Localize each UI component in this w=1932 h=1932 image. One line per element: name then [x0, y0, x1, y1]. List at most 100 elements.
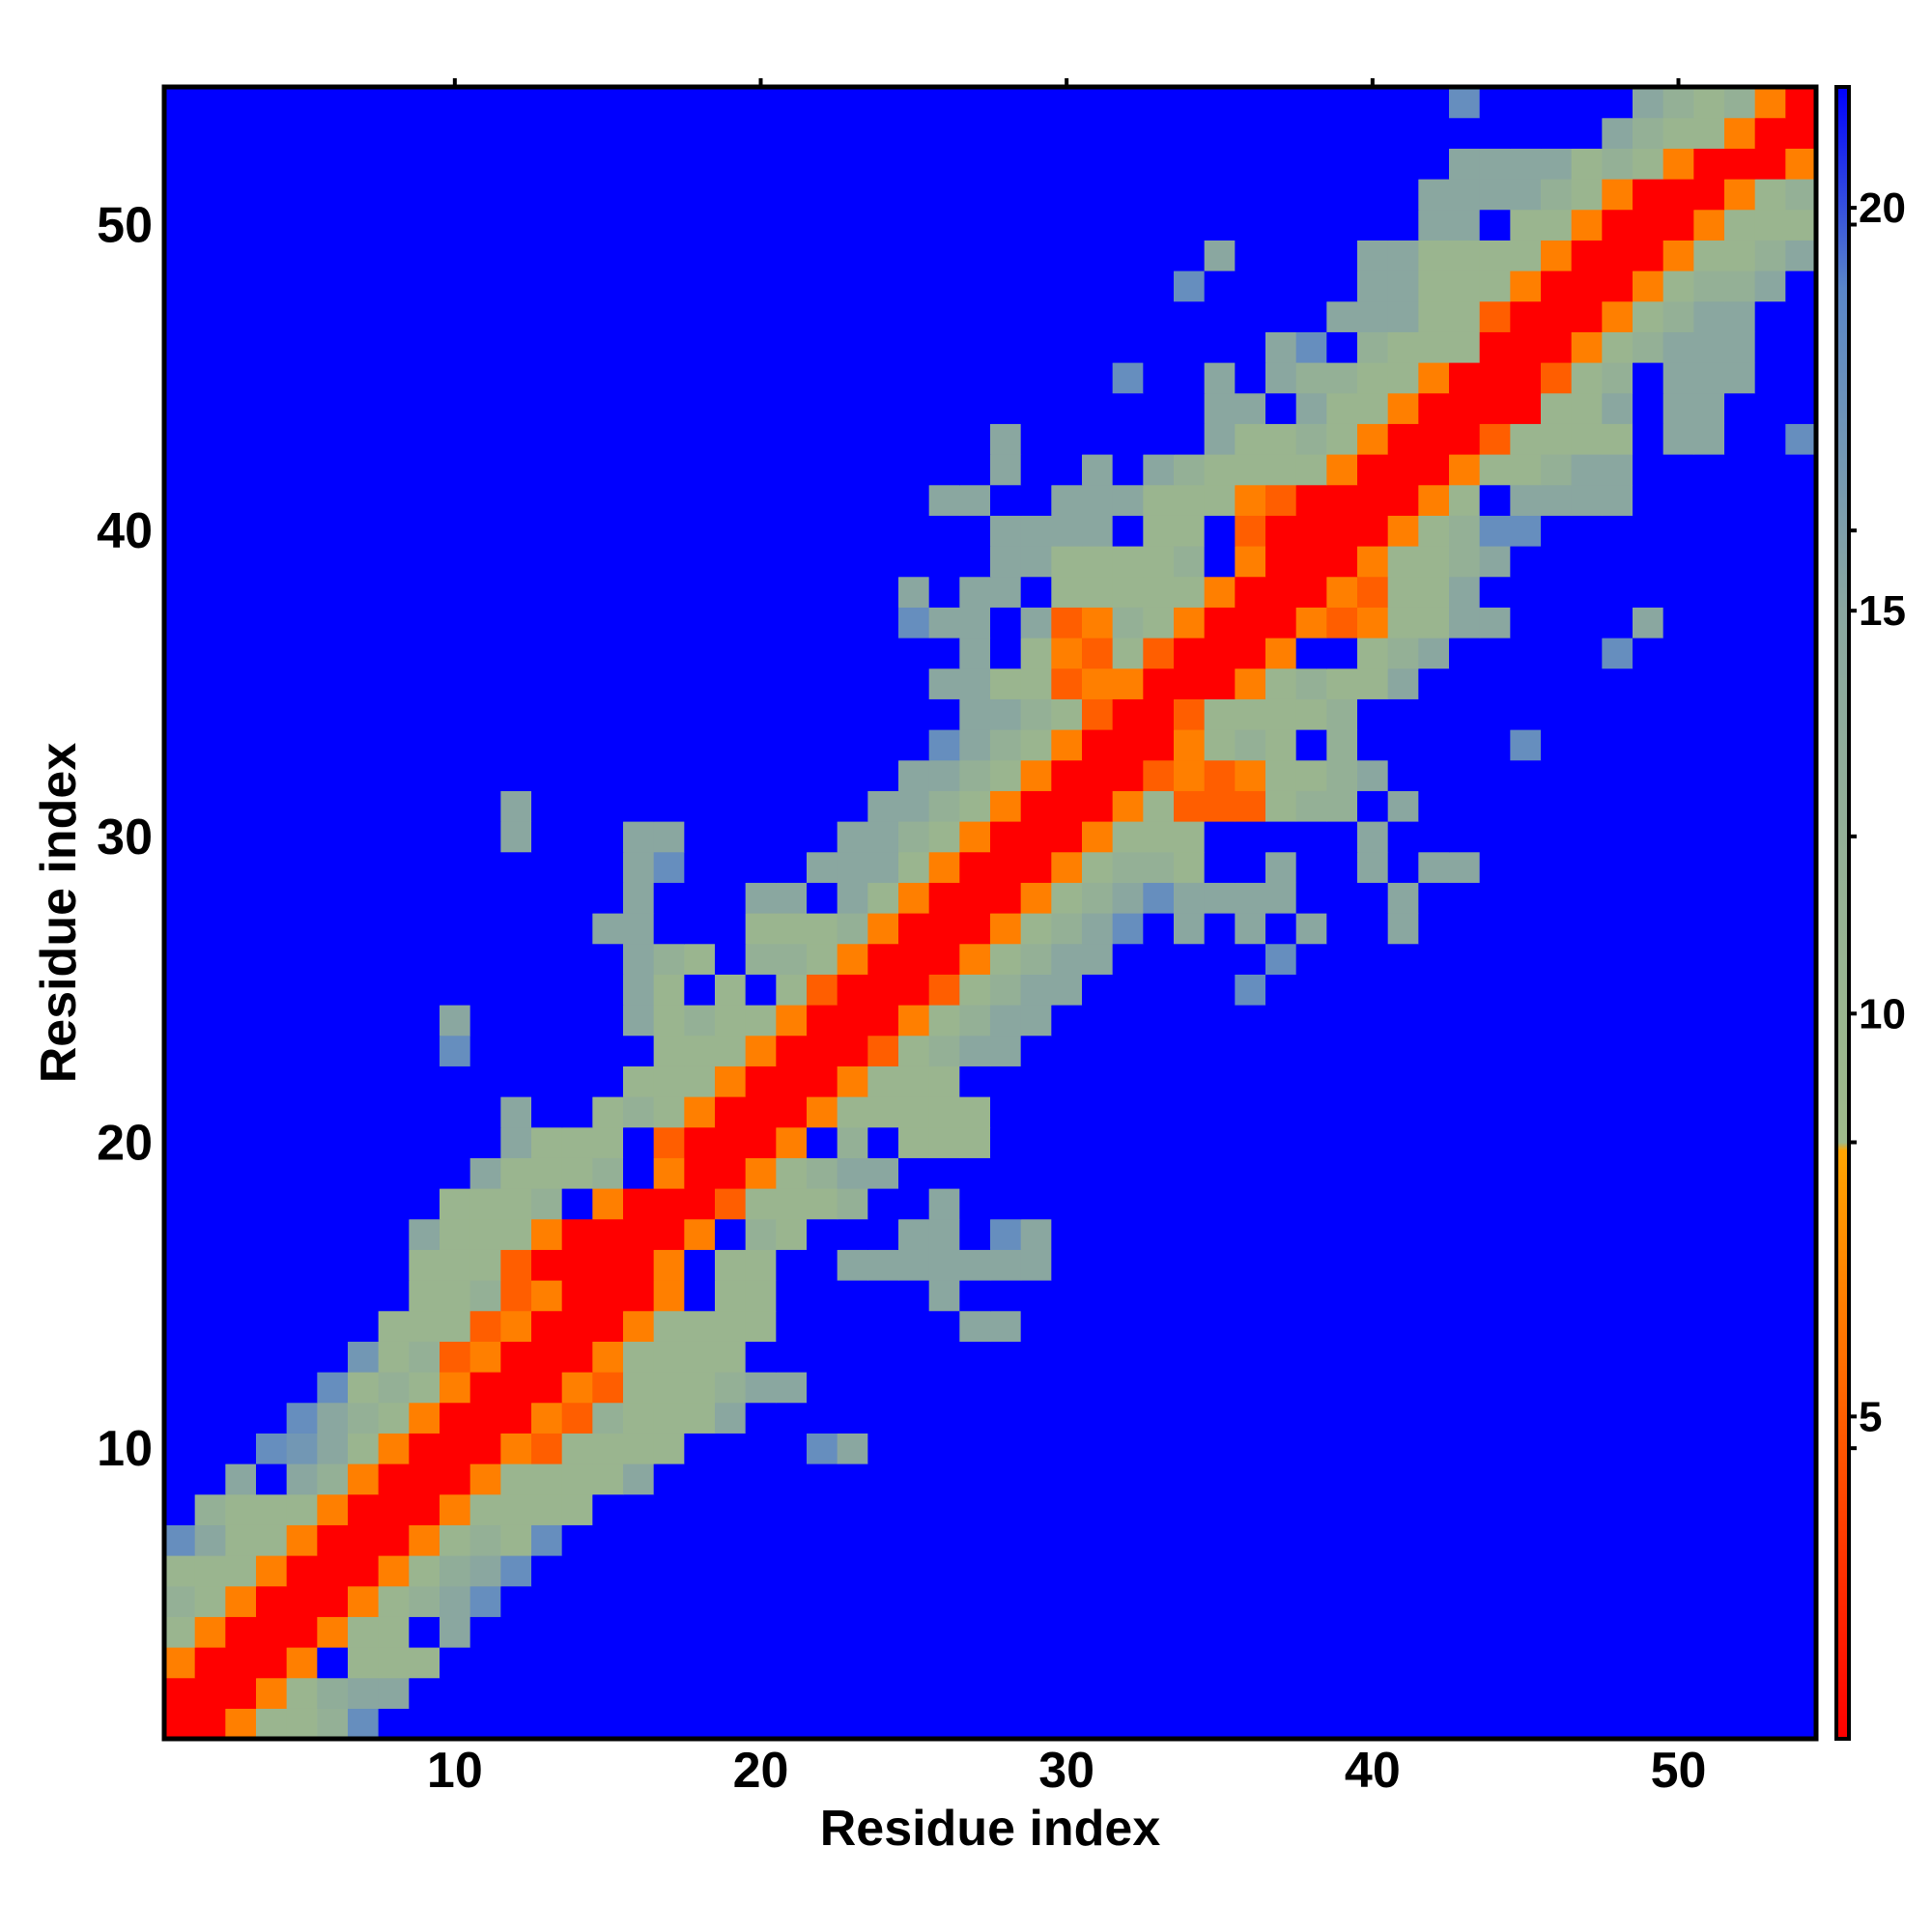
heatmap-cell [317, 1035, 349, 1066]
heatmap-cell [1326, 851, 1358, 883]
heatmap-cell [1020, 698, 1052, 730]
heatmap-cell [286, 1372, 318, 1404]
heatmap-cell [1418, 87, 1450, 119]
heatmap-cell [1479, 1005, 1511, 1037]
heatmap-cell [1357, 607, 1389, 639]
heatmap-cell [317, 1493, 349, 1525]
heatmap-cell [409, 1005, 440, 1037]
heatmap-cell [1174, 729, 1206, 761]
heatmap-cell [1082, 300, 1114, 332]
heatmap-cell [256, 1280, 288, 1312]
heatmap-cell [286, 546, 318, 578]
heatmap-cell [409, 179, 440, 211]
heatmap-cell [1510, 851, 1542, 883]
heatmap-cell [684, 1493, 716, 1525]
heatmap-cell [164, 1616, 196, 1648]
heatmap-cell [1633, 576, 1664, 608]
heatmap-cell [928, 638, 960, 669]
heatmap-cell [469, 638, 501, 669]
heatmap-cell [378, 821, 410, 853]
heatmap-cell [1479, 1463, 1511, 1495]
heatmap-cell [1020, 607, 1052, 639]
heatmap-cell [1265, 1616, 1297, 1648]
heatmap-cell [1602, 1065, 1634, 1097]
heatmap-cell [194, 209, 226, 241]
heatmap-cell [1418, 1065, 1450, 1097]
heatmap-cell [194, 1402, 226, 1434]
heatmap-cell [867, 1096, 899, 1128]
heatmap-cell [1112, 1035, 1144, 1066]
heatmap-cell [1082, 1035, 1114, 1066]
heatmap-cell [1754, 1647, 1786, 1679]
heatmap-cell [440, 331, 471, 363]
heatmap-cell [317, 1096, 349, 1128]
heatmap-cell [1571, 484, 1603, 516]
heatmap-cell [469, 668, 501, 699]
heatmap-cell [1265, 1372, 1297, 1404]
heatmap-cell [1633, 1677, 1664, 1709]
heatmap-cell [409, 1126, 440, 1158]
heatmap-cell [807, 270, 838, 302]
heatmap-cell [1051, 1372, 1083, 1404]
heatmap-cell [1387, 1126, 1419, 1158]
heatmap-cell [1265, 270, 1297, 302]
heatmap-cell [531, 454, 563, 486]
heatmap-cell [500, 546, 532, 578]
heatmap-cell [1235, 1524, 1266, 1556]
heatmap-cell [1295, 1524, 1327, 1556]
heatmap-cell [1020, 179, 1052, 211]
heatmap-cell [531, 668, 563, 699]
heatmap-cell [561, 148, 593, 180]
heatmap-cell [164, 148, 196, 180]
heatmap-cell [653, 821, 685, 853]
heatmap-cell [531, 1585, 563, 1617]
heatmap-cell [1754, 1310, 1786, 1342]
heatmap-cell [623, 1157, 655, 1189]
heatmap-cell [440, 300, 471, 332]
heatmap-cell [1265, 331, 1297, 363]
heatmap-cell [1235, 1310, 1266, 1342]
heatmap-cell [1754, 1463, 1786, 1495]
heatmap-cell [1693, 331, 1725, 363]
heatmap-cell [990, 638, 1022, 669]
heatmap-cell [317, 87, 349, 119]
heatmap-cell [1265, 882, 1297, 914]
heatmap-cell [1541, 1096, 1573, 1128]
heatmap-cell [1112, 668, 1144, 699]
heatmap-cell [1020, 1188, 1052, 1220]
heatmap-cell [1785, 270, 1817, 302]
heatmap-cell [561, 423, 593, 455]
heatmap-cell [867, 1005, 899, 1037]
heatmap-cell [898, 331, 930, 363]
heatmap-cell [776, 1341, 808, 1373]
heatmap-cell [928, 1280, 960, 1312]
heatmap-cell [1265, 698, 1297, 730]
heatmap-cell [531, 1647, 563, 1679]
heatmap-cell [256, 790, 288, 822]
heatmap-cell [1754, 576, 1786, 608]
heatmap-cell [1265, 392, 1297, 424]
heatmap-cell [867, 698, 899, 730]
heatmap-cell [469, 1647, 501, 1679]
heatmap-cell [592, 668, 624, 699]
heatmap-cell [225, 1188, 257, 1220]
heatmap-cell [867, 117, 899, 149]
heatmap-cell [1265, 546, 1297, 578]
heatmap-cell [684, 546, 716, 578]
heatmap-cell [500, 1585, 532, 1617]
heatmap-cell [1082, 1188, 1114, 1220]
heatmap-cell [715, 1005, 747, 1037]
heatmap-cell [1693, 179, 1725, 211]
heatmap-cell [1693, 1402, 1725, 1434]
heatmap-cell [561, 1005, 593, 1037]
heatmap-cell [1235, 270, 1266, 302]
heatmap-cell [561, 454, 593, 486]
heatmap-cell [837, 821, 868, 853]
heatmap-cell [898, 1341, 930, 1373]
heatmap-cell [653, 1677, 685, 1709]
heatmap-cell [1265, 1218, 1297, 1250]
heatmap-cell [1174, 362, 1206, 394]
heatmap-cell [592, 607, 624, 639]
heatmap-cell [1082, 1126, 1114, 1158]
heatmap-cell [317, 454, 349, 486]
